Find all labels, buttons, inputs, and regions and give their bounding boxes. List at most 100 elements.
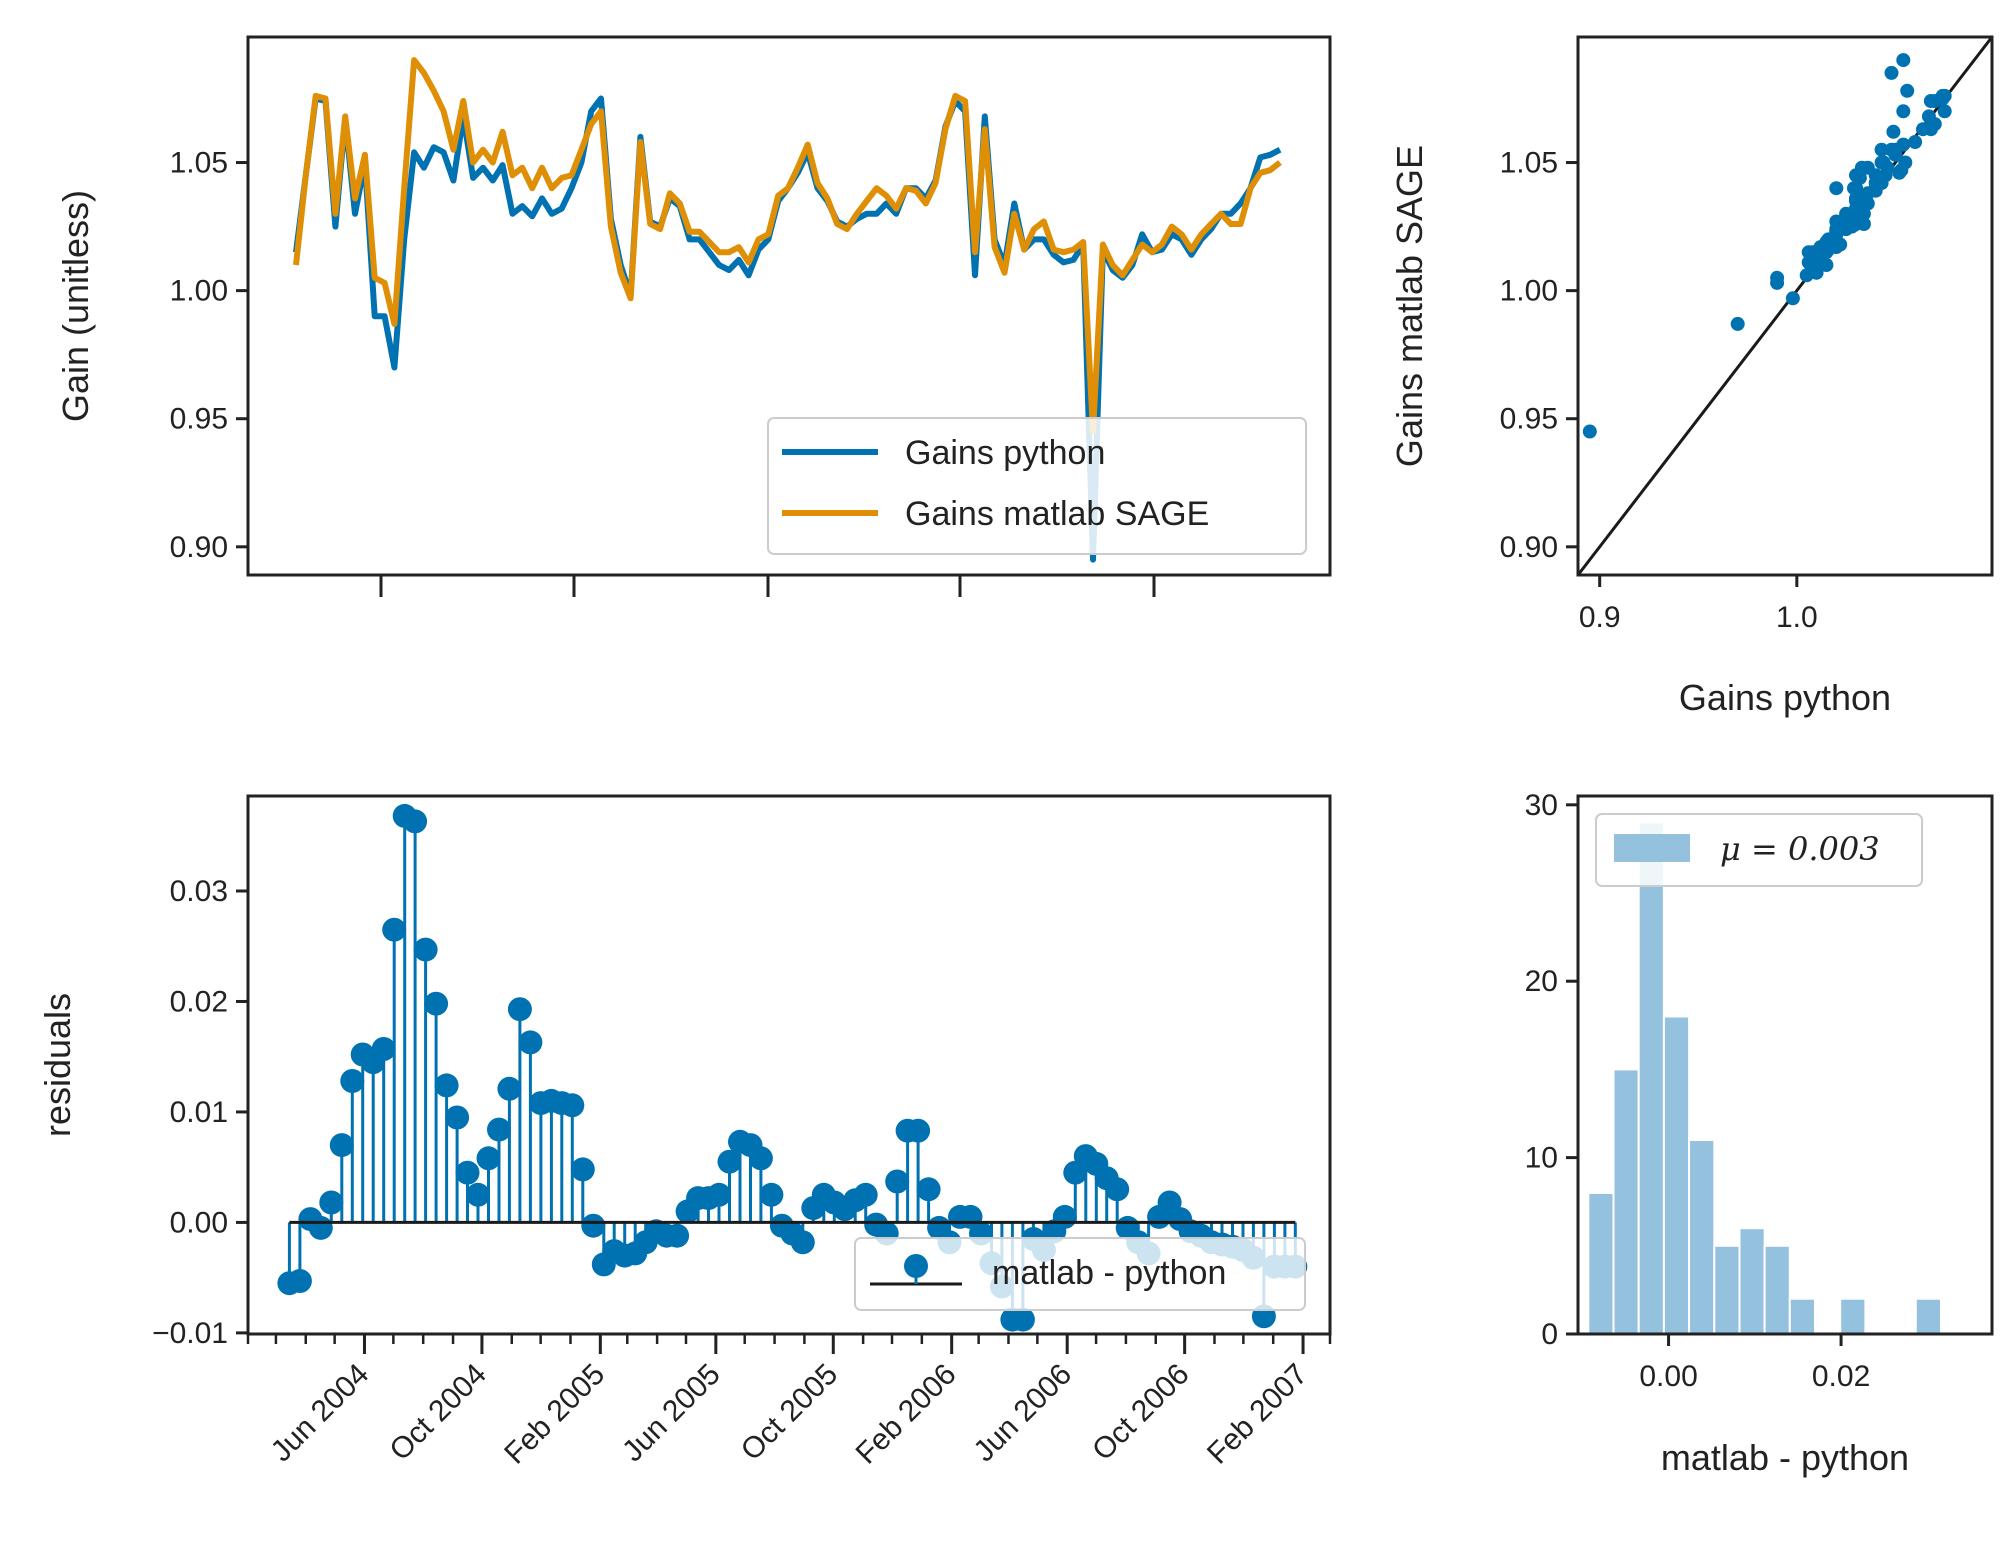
stem-marker (1105, 1177, 1130, 1202)
ts-yticks: 0.90 0.95 1.00 1.05 (170, 147, 248, 564)
hi-ticks: 0 10 20 30 0.00 0.02 (1525, 789, 1871, 1393)
st-xtick-label: Feb 2005 (498, 1358, 611, 1471)
hi-ytick-label: 10 (1525, 1142, 1558, 1175)
stem-marker (507, 997, 532, 1022)
stem-marker (790, 1230, 815, 1255)
stem-marker (455, 1160, 480, 1185)
st-xtick-label: Jun 2005 (616, 1358, 727, 1469)
st-legend-label: matlab - python (992, 1254, 1226, 1292)
st-xtick-label: Jun 2006 (968, 1358, 1079, 1469)
stem-marker (518, 1030, 543, 1055)
stem-marker (329, 1133, 354, 1158)
stem-marker (424, 991, 449, 1016)
scatter-point (1874, 142, 1889, 157)
stem-marker (445, 1105, 470, 1130)
sc-xtick-label: 0.9 (1579, 601, 1621, 634)
scatter-point (1880, 160, 1895, 175)
st-xtick-label: Jun 2004 (265, 1358, 376, 1469)
ts-legend: Gains python Gains matlab SAGE (767, 417, 1307, 555)
stem-marker (581, 1213, 606, 1238)
scatter-point (1884, 65, 1899, 80)
residuals-hist-panel: 0 10 20 30 0.00 0.02 μ = 0.003 matlab - pytho… (1525, 789, 1994, 1478)
stem-marker (476, 1146, 501, 1171)
st-ytick-label: −0.01 (152, 1317, 228, 1350)
hi-bars (1587, 821, 1943, 1336)
scatter-point (1927, 94, 1942, 108)
stem-marker (1052, 1204, 1077, 1229)
scatter-point (1730, 316, 1745, 331)
ts-legend-matlab-label: Gains matlab SAGE (905, 495, 1209, 533)
hi-ytick-label: 30 (1525, 789, 1558, 822)
scatter-point (1817, 242, 1832, 257)
stem-marker (308, 1215, 333, 1240)
hist-bar (1688, 1139, 1716, 1335)
sc-ytick-label: 0.90 (1500, 531, 1558, 564)
scatter-point (1582, 424, 1597, 439)
st-ylabel: residuals (37, 993, 78, 1137)
stem-marker (487, 1117, 511, 1142)
hist-bar (1839, 1297, 1867, 1335)
st-xtick-label: Feb 2006 (850, 1358, 963, 1471)
ts-axes-frame (246, 35, 1332, 577)
stem-marker (717, 1149, 742, 1174)
scatter-point (1896, 104, 1911, 119)
hist-bar (1738, 1227, 1766, 1335)
scatter-point (1856, 217, 1871, 231)
stem-marker (340, 1069, 365, 1093)
hist-bar (1763, 1244, 1791, 1336)
st-xtick-label: Oct 2005 (735, 1358, 844, 1467)
st-xticks: Jun 2004 Oct 2004 Feb 2005 Jun 2005 Oct 2005… (246, 1334, 1332, 1471)
ts-legend-python-label: Gains python (905, 434, 1105, 472)
st-ytick-label: 0.00 (170, 1206, 228, 1239)
scatter-point (1837, 217, 1852, 231)
sc-ytick-label: 1.05 (1500, 147, 1558, 180)
stem-marker (759, 1182, 784, 1207)
st-yticks: −0.01 0.00 0.01 0.02 0.03 (152, 875, 248, 1350)
hist-bar (1637, 821, 1665, 1335)
scatter-point (1900, 83, 1915, 98)
sc-points (1582, 53, 1952, 439)
scatter-point (1799, 268, 1814, 283)
stem-marker (413, 937, 438, 962)
stem-marker (560, 1093, 585, 1118)
ts-series-lines (293, 57, 1282, 563)
ts-ytick-label: 1.00 (170, 275, 228, 308)
scatter-point (1908, 135, 1923, 149)
residuals-stem-panel: −0.01 0.00 0.01 0.02 0.03 matlab - python Ju… (37, 794, 1332, 1471)
hi-legend-swatch (1614, 834, 1690, 862)
st-ytick-label: 0.02 (170, 985, 228, 1018)
hist-bar (1612, 1068, 1640, 1336)
scatter-point (1770, 275, 1785, 290)
stem-marker (403, 809, 428, 834)
stem-marker (497, 1076, 522, 1101)
st-legend: matlab - python (854, 1237, 1306, 1311)
scatter-point (1785, 291, 1800, 306)
scatter-point (1937, 104, 1952, 119)
stem-marker (853, 1182, 878, 1207)
stem-marker (707, 1182, 731, 1207)
gains-scatter-panel: 0.90 0.95 1.00 1.05 0.9 1.0 Gains python Gain… (1389, 35, 1994, 718)
ts-legend-box (767, 417, 1307, 555)
hist-bar (1662, 1015, 1691, 1335)
stem-marker (434, 1073, 459, 1098)
scatter-point (1829, 181, 1844, 196)
hist-bar (1914, 1297, 1943, 1335)
hi-xlabel: matlab - python (1661, 1437, 1909, 1478)
sc-xlabel: Gains python (1679, 677, 1891, 718)
ts-ytick-label: 0.95 (170, 403, 228, 436)
scatter-point (1829, 227, 1844, 242)
hist-bar (1713, 1244, 1741, 1336)
st-ytick-label: 0.01 (170, 1096, 228, 1129)
hi-axes-frame (1576, 794, 1994, 1336)
scatter-point (1923, 122, 1938, 137)
scatter-point (1849, 206, 1863, 221)
stem-marker (665, 1223, 690, 1248)
gains-timeseries-panel: 0.90 0.95 1.00 1.05 Gain (unitless) Gains p… (55, 35, 1332, 597)
stem-marker (916, 1177, 941, 1202)
scatter-point (1898, 155, 1913, 170)
matlab-gain-line (293, 57, 1282, 435)
stem-marker (1010, 1307, 1035, 1332)
st-xtick-label: Feb 2007 (1201, 1358, 1314, 1471)
st-xtick-label: Oct 2004 (383, 1358, 492, 1467)
